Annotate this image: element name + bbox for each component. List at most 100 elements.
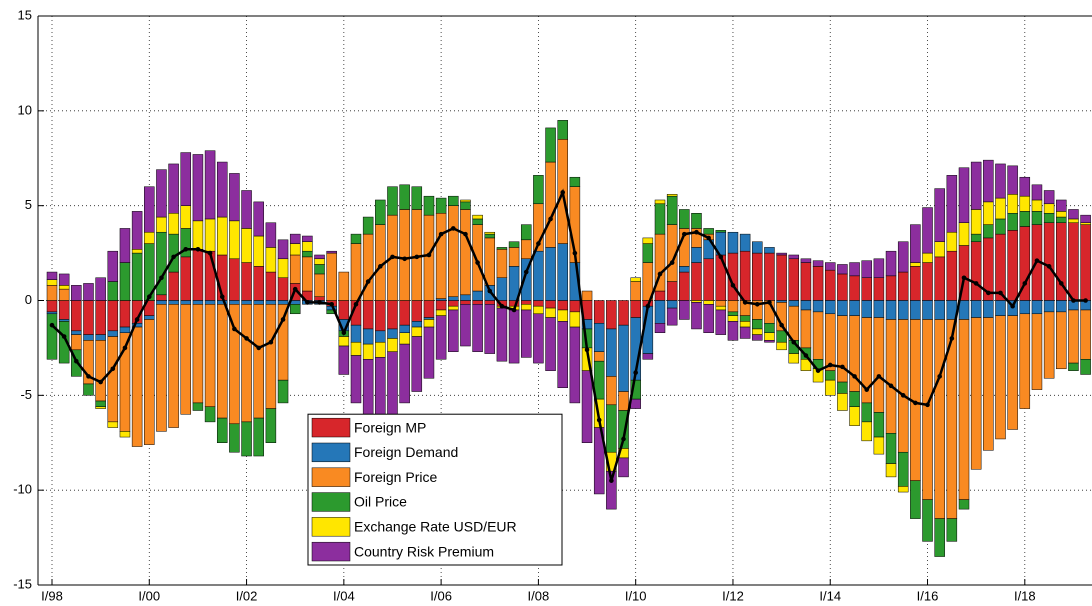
bar-segment <box>788 353 800 364</box>
bar-segment <box>277 304 289 381</box>
x-tick-label: I/12 <box>722 588 744 603</box>
bar-segment <box>812 260 824 267</box>
bar-segment <box>399 209 410 301</box>
bar-segment <box>435 300 447 311</box>
bar-segment <box>666 307 678 326</box>
bar-segment <box>533 300 544 307</box>
total-point <box>548 216 553 222</box>
bar-segment <box>776 254 787 301</box>
total-point <box>49 322 55 328</box>
bar-segment <box>107 250 119 282</box>
bar-segment <box>46 285 58 301</box>
bar-segment <box>460 294 471 301</box>
bar-segment <box>289 304 301 315</box>
bar-segment <box>435 213 447 299</box>
bar-segment <box>46 279 58 286</box>
bar-segment <box>350 324 362 343</box>
total-point <box>584 347 590 353</box>
total-point <box>219 294 225 300</box>
bar-segment <box>557 120 568 140</box>
bar-segment <box>691 262 702 301</box>
total-point <box>925 402 930 408</box>
bar-segment <box>739 250 751 301</box>
bar-segment <box>144 231 155 244</box>
bar-segment <box>277 277 289 301</box>
bar-segment <box>472 304 483 352</box>
bar-segment <box>204 150 216 220</box>
legend-label: Foreign Demand <box>354 444 458 460</box>
total-point <box>694 229 699 235</box>
bar-segment <box>1031 300 1043 315</box>
total-point <box>74 358 79 364</box>
bar-segment <box>800 300 812 311</box>
bar-segment <box>423 319 435 328</box>
bar-segment <box>496 307 508 362</box>
bar-segment <box>752 334 763 341</box>
total-point <box>742 300 748 305</box>
bar-segment <box>107 421 119 428</box>
x-tick-label: I/16 <box>917 588 939 603</box>
bar-segment <box>1043 213 1055 223</box>
bar-segment <box>216 216 228 256</box>
total-point <box>159 275 164 281</box>
bar-segment <box>326 309 337 315</box>
bar-segment <box>156 300 167 305</box>
bar-segment <box>265 408 277 443</box>
bar-segment <box>204 218 216 252</box>
bar-segment <box>508 247 520 267</box>
bar-segment <box>119 228 131 263</box>
total-point <box>329 301 334 307</box>
bar-segment <box>545 161 556 248</box>
bar-segment <box>642 243 654 263</box>
bar-segment <box>533 313 544 364</box>
bar-segment <box>776 252 787 256</box>
bar-segment <box>764 340 775 343</box>
bar-segment <box>362 343 374 360</box>
legend-label: Country Risk Premium <box>354 543 494 559</box>
bar-segment <box>350 233 362 244</box>
bar-segment <box>265 300 277 305</box>
bar-segment <box>824 262 836 271</box>
total-point <box>183 246 189 252</box>
x-tick-label: I/02 <box>236 588 258 603</box>
bar-segment <box>156 304 167 432</box>
bar-segment <box>435 298 447 301</box>
bar-segment <box>1068 218 1079 223</box>
y-tick-label: 10 <box>18 102 32 117</box>
bar-segment <box>983 300 994 318</box>
bar-segment <box>606 376 617 406</box>
bar-segment <box>970 209 982 235</box>
bar-segment <box>776 300 787 303</box>
bar-segment <box>46 271 58 280</box>
bar-segment <box>496 249 508 278</box>
total-point <box>86 374 91 379</box>
bar-segment <box>1056 216 1067 223</box>
bar-segment <box>618 300 629 326</box>
bar-segment <box>302 250 313 258</box>
bar-segment <box>362 359 374 417</box>
total-point <box>900 393 906 398</box>
bar-segment <box>411 326 423 337</box>
bar-segment <box>642 237 654 244</box>
bar-segment <box>715 300 727 307</box>
bar-segment <box>1007 165 1018 195</box>
bar-segment <box>812 311 824 360</box>
total-point <box>317 300 322 305</box>
bar-segment <box>885 300 897 320</box>
bar-segment <box>448 305 459 311</box>
total-point <box>268 339 274 345</box>
bar-segment <box>569 311 581 328</box>
y-tick-label: -5 <box>20 387 32 402</box>
bar-segment <box>107 300 119 332</box>
bar-segment <box>156 294 167 301</box>
bar-segment <box>192 304 204 404</box>
total-point <box>244 336 249 341</box>
y-tick-label: -10 <box>13 482 32 497</box>
bar-segment <box>362 328 374 345</box>
total-point <box>146 294 152 300</box>
bar-segment <box>460 300 471 305</box>
bar-segment <box>387 300 398 330</box>
bar-segment <box>946 518 958 542</box>
bar-segment <box>192 154 204 222</box>
bar-segment <box>131 211 143 250</box>
